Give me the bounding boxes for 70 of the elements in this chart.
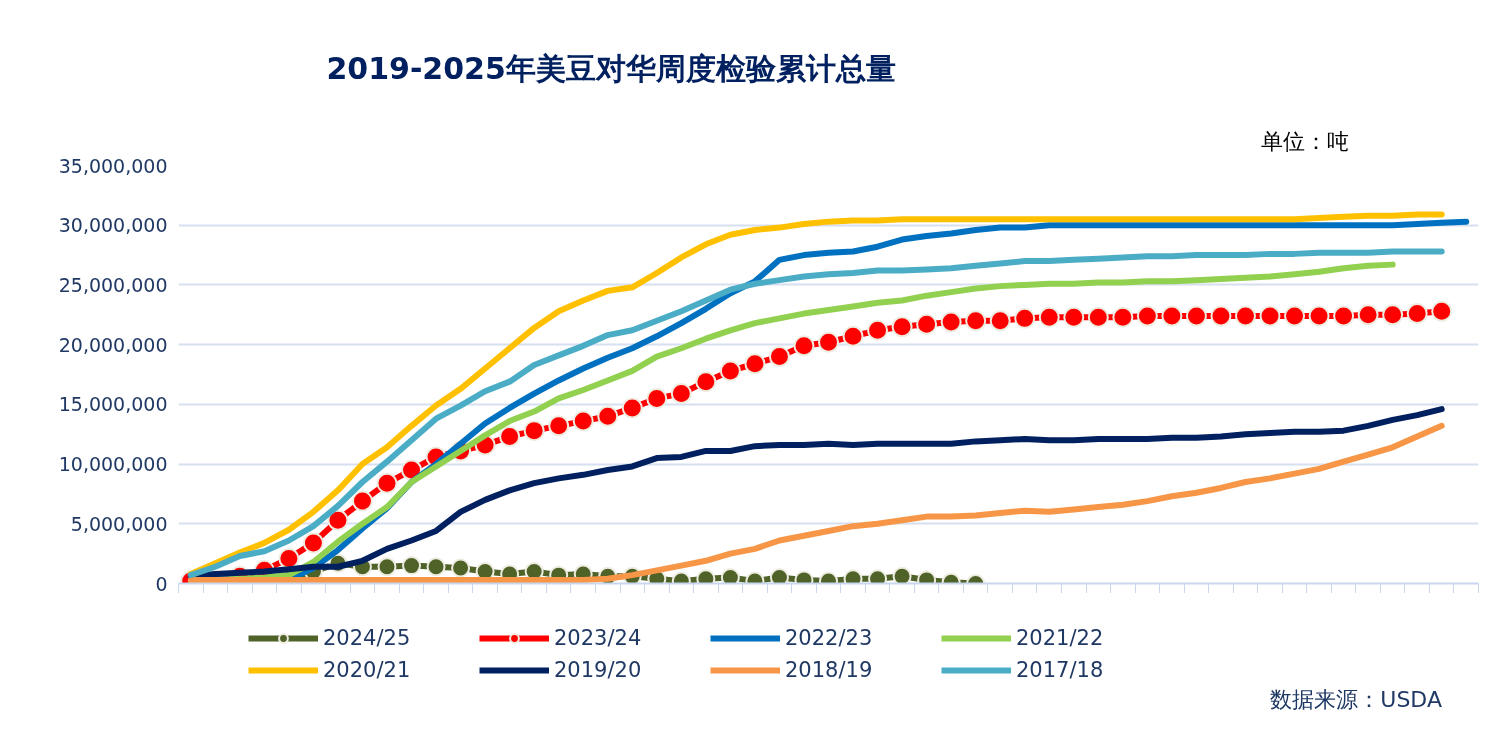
point: [1431, 300, 1453, 322]
point: [965, 310, 987, 332]
y-tick-label: 5,000,000: [70, 512, 168, 535]
point: [891, 316, 913, 338]
source-note: 数据来源：USDA: [1270, 687, 1442, 712]
y-tick-label: 15,000,000: [58, 393, 168, 416]
point: [327, 509, 349, 531]
point: [744, 353, 766, 375]
point: [646, 387, 668, 409]
point: [1210, 305, 1232, 327]
point: [867, 319, 889, 341]
point: [597, 405, 619, 427]
chart-title: 2019-2025年美豆对华周度检验累计总量: [326, 51, 896, 86]
text: 单位：吨: [1260, 129, 1349, 154]
point: [1406, 303, 1428, 325]
point: [376, 472, 398, 494]
point: [1259, 305, 1281, 327]
legend-label: 2021/22: [1016, 625, 1105, 651]
point: [572, 410, 594, 432]
point: [720, 568, 740, 584]
legend-label: 2020/21: [323, 657, 412, 683]
point: [1087, 306, 1109, 328]
point: [1136, 305, 1158, 327]
y-tick-label: 10,000,000: [58, 453, 168, 476]
point: [1063, 306, 1085, 328]
point: [940, 311, 962, 333]
legend-label: 2023/24: [554, 625, 643, 651]
point: [302, 532, 324, 554]
point: [402, 556, 422, 576]
point: [989, 310, 1011, 332]
point: [1382, 304, 1404, 326]
y-tick-label: 0: [155, 572, 168, 595]
y-tick-label: 35,000,000: [58, 154, 168, 177]
point: [1161, 305, 1183, 327]
legend-label: 2022/23: [785, 625, 874, 651]
point: [548, 415, 570, 437]
point: [451, 558, 471, 578]
point: [818, 331, 839, 353]
y-tick-label: 25,000,000: [58, 273, 168, 296]
point: [1234, 305, 1256, 327]
point: [377, 557, 397, 577]
legend-label: 2017/18: [1016, 657, 1105, 683]
point: [278, 547, 300, 569]
point: [1014, 307, 1036, 329]
point: [916, 313, 938, 335]
point: [523, 420, 545, 442]
point: [1284, 305, 1306, 327]
point: [719, 360, 741, 382]
y-tick-label: 30,000,000: [58, 214, 168, 237]
y-tick-label: 20,000,000: [58, 333, 168, 356]
point: [842, 325, 864, 347]
point: [1038, 306, 1060, 328]
point: [1357, 304, 1379, 326]
point: [670, 383, 692, 405]
legend-label: 2018/19: [785, 657, 874, 683]
point: [793, 335, 815, 357]
point: [621, 397, 643, 419]
point: [351, 490, 373, 512]
point: [1308, 305, 1330, 327]
point: [426, 557, 446, 577]
legend-label: 2019/20: [554, 657, 643, 683]
point: [1112, 306, 1134, 328]
point: [1333, 305, 1355, 327]
legend-label: 2024/25: [323, 625, 412, 651]
point: [769, 568, 789, 584]
point: [1185, 305, 1207, 327]
point: [499, 426, 521, 448]
point: [695, 371, 717, 393]
point: [892, 566, 912, 584]
point: [768, 346, 790, 368]
